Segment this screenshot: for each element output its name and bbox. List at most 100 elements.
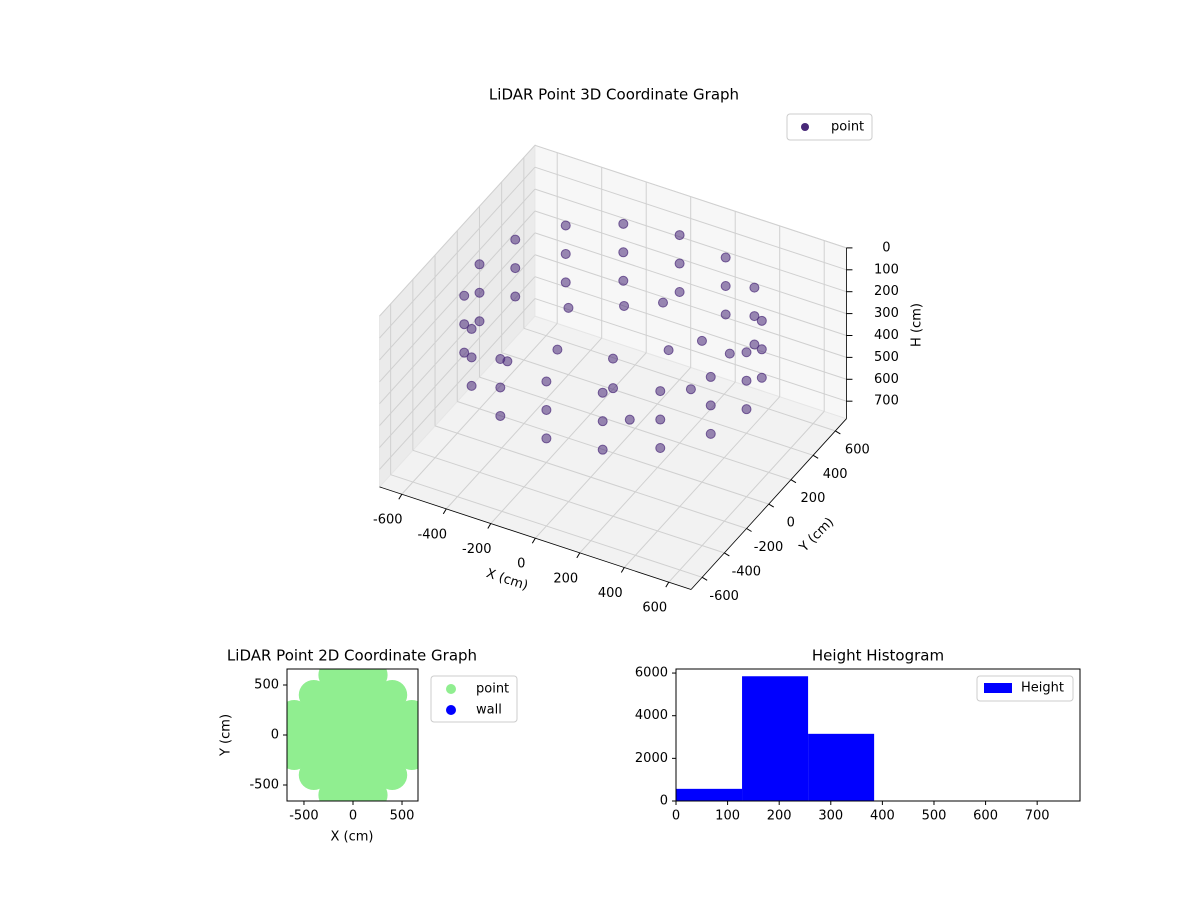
x-tick-label: 400 — [870, 809, 895, 824]
point — [510, 234, 521, 245]
grid-line — [379, 144, 536, 317]
point — [658, 297, 668, 308]
point — [597, 387, 608, 398]
grid-line — [379, 254, 536, 426]
legend-marker — [446, 705, 456, 715]
grid-line — [534, 298, 847, 402]
x-tick — [531, 537, 536, 544]
x-tick-label: 100 — [715, 809, 740, 824]
y-tick-label: -400 — [732, 564, 762, 579]
y-tick-label: 0 — [271, 728, 279, 743]
legend-label: Height — [1021, 681, 1064, 696]
z-axis-label: H (cm) — [910, 303, 925, 347]
point — [618, 218, 629, 229]
point — [459, 319, 470, 330]
point — [663, 345, 674, 356]
point — [560, 248, 571, 259]
legend-label: point — [831, 120, 864, 135]
plot-area — [287, 669, 418, 801]
x-tick-label: 0 — [517, 557, 525, 572]
grid-line — [534, 254, 847, 358]
point — [705, 371, 716, 382]
point — [563, 302, 574, 313]
y-tick — [812, 454, 819, 459]
grid-line — [534, 166, 847, 271]
grid-line — [534, 232, 847, 336]
legend-marker — [446, 684, 456, 694]
y-tick-label: -500 — [249, 778, 279, 793]
legend-patch — [984, 683, 1012, 693]
grid-line — [479, 376, 792, 481]
z-tick-label: 500 — [874, 350, 899, 365]
grid-line — [379, 232, 536, 405]
y-tick-label: -200 — [754, 540, 784, 555]
point — [749, 282, 760, 293]
point — [560, 220, 571, 231]
point — [741, 347, 752, 358]
point — [655, 443, 666, 454]
point — [655, 414, 666, 425]
y-axis-label: Y (cm) — [219, 714, 234, 757]
grid-line — [534, 188, 847, 293]
point — [608, 353, 618, 364]
grid-line — [534, 276, 847, 380]
bar — [808, 733, 875, 801]
x-tick-label: 600 — [973, 809, 998, 824]
chart-title: LiDAR Point 3D Coordinate Graph — [489, 86, 739, 104]
point — [756, 344, 767, 355]
point — [619, 300, 630, 311]
point — [510, 263, 521, 274]
z-tick-label: 200 — [874, 284, 899, 299]
point — [674, 287, 685, 298]
point — [696, 335, 707, 346]
point — [741, 404, 752, 415]
point — [560, 277, 571, 288]
point — [541, 404, 552, 415]
point — [720, 252, 731, 263]
y-tick-label: 6000 — [635, 666, 668, 681]
legend-box — [976, 675, 1074, 702]
y-tick-label: 200 — [801, 491, 826, 506]
x-tick-label: 600 — [642, 601, 667, 616]
y-tick-label: 400 — [823, 467, 848, 482]
grid-line — [534, 210, 847, 315]
y-tick-label: 0 — [787, 516, 795, 531]
z-tick-label: 600 — [874, 372, 899, 387]
point — [396, 700, 418, 730]
grid-line — [501, 352, 814, 456]
grid-line — [379, 298, 536, 470]
x-tick-label: 500 — [390, 809, 415, 824]
legend-label: wall — [476, 703, 502, 718]
y-tick — [701, 576, 708, 581]
point — [597, 444, 608, 455]
x-tick-label: -500 — [289, 809, 319, 824]
y-tick — [835, 430, 841, 435]
point — [749, 311, 760, 322]
x-tick-label: 300 — [818, 809, 843, 824]
x-tick — [576, 552, 581, 559]
x-tick — [442, 508, 447, 515]
bar — [676, 788, 743, 801]
y-tick-label: 500 — [254, 678, 279, 693]
y-tick — [790, 479, 797, 484]
y-tick — [724, 552, 730, 557]
bar — [742, 676, 809, 801]
point — [749, 339, 760, 350]
point — [618, 275, 629, 286]
y-axis-label: Y (cm) — [796, 515, 837, 556]
grid-line — [379, 188, 536, 361]
grid-line — [534, 144, 847, 249]
point — [466, 352, 477, 363]
point — [720, 309, 731, 320]
point — [377, 680, 408, 710]
point — [674, 230, 685, 241]
y-tick-label: 4000 — [635, 708, 668, 723]
x-tick-label: 200 — [767, 809, 792, 824]
point — [541, 433, 552, 444]
point — [756, 315, 767, 326]
y-tick-label: 600 — [845, 442, 870, 457]
point — [357, 669, 388, 690]
point — [495, 410, 506, 421]
y-tick — [768, 503, 775, 508]
z-tick-label: 400 — [874, 328, 899, 343]
